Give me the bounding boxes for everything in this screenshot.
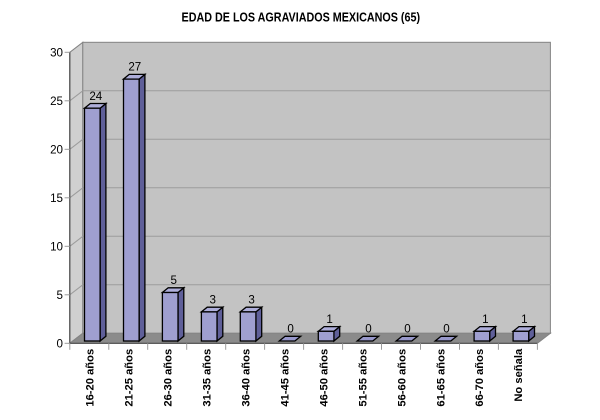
svg-text:0: 0 [287, 323, 293, 336]
svg-text:15: 15 [50, 192, 63, 205]
svg-text:1: 1 [326, 313, 332, 326]
svg-text:61-65 años: 61-65 años [435, 349, 447, 407]
svg-text:5: 5 [170, 274, 176, 287]
svg-text:21-25 años: 21-25 años [124, 349, 136, 407]
svg-text:56-60 años: 56-60 años [396, 349, 408, 407]
svg-text:0: 0 [443, 323, 449, 336]
svg-text:20: 20 [50, 144, 63, 157]
svg-text:24: 24 [89, 90, 102, 103]
svg-text:5: 5 [57, 289, 63, 302]
svg-text:36-40 años: 36-40 años [240, 349, 252, 407]
svg-text:10: 10 [50, 241, 63, 254]
svg-text:No señala: No señala [513, 348, 525, 402]
svg-text:0: 0 [365, 323, 371, 336]
svg-text:0: 0 [404, 323, 410, 336]
svg-text:30: 30 [50, 47, 63, 60]
svg-text:31-35 años: 31-35 años [202, 349, 214, 407]
svg-text:0: 0 [57, 338, 63, 351]
svg-text:51-55 años: 51-55 años [357, 349, 369, 407]
svg-text:27: 27 [128, 61, 141, 74]
svg-text:1: 1 [482, 313, 488, 326]
svg-text:25: 25 [50, 95, 63, 108]
svg-text:46-50 años: 46-50 años [318, 349, 330, 407]
svg-text:3: 3 [248, 294, 254, 307]
svg-text:41-45 años: 41-45 años [279, 349, 291, 407]
svg-text:16-20 años: 16-20 años [85, 349, 97, 407]
svg-text:EDAD DE LOS AGRAVIADOS MEXICAN: EDAD DE LOS AGRAVIADOS MEXICANOS (65) [182, 9, 421, 24]
svg-text:26-30 años: 26-30 años [163, 349, 175, 407]
svg-text:66-70 años: 66-70 años [474, 349, 486, 407]
svg-text:1: 1 [521, 313, 527, 326]
svg-text:3: 3 [209, 294, 215, 307]
